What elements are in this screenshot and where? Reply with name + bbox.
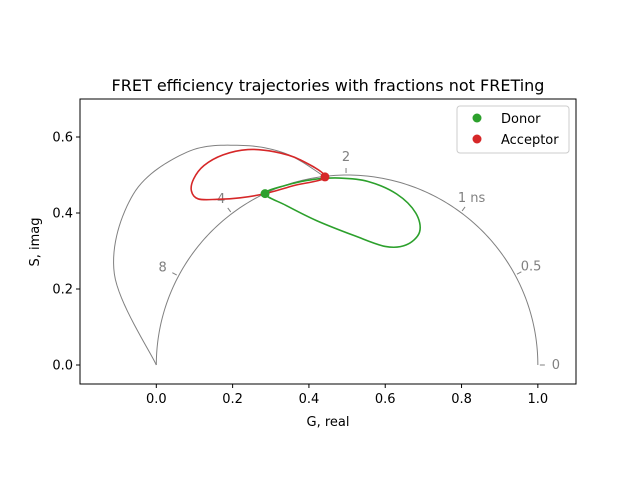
y-tick-label: 0.2 [52, 283, 73, 298]
marker-donor [261, 189, 270, 198]
legend: Donor Acceptor [457, 106, 569, 153]
lifetime-label-2: 2 [342, 150, 350, 165]
y-axis-label: S, imag [28, 217, 43, 266]
x-tick-label: 0.0 [146, 392, 167, 407]
lifetime-tick-8 [172, 273, 176, 275]
legend-marker-acceptor [473, 135, 482, 144]
legend-label-donor: Donor [501, 112, 541, 127]
lifetime-label-8: 8 [158, 261, 166, 276]
lifetime-label-0.5: 0.5 [521, 260, 542, 275]
y-tick-label: 0.6 [52, 131, 73, 146]
trajectory-donor [265, 178, 420, 247]
lifetime-tick-4 [228, 208, 231, 212]
y-axis-ticks: 0.0 0.2 0.4 0.6 [52, 131, 80, 374]
x-tick-label: 0.8 [451, 392, 472, 407]
x-tick-label: 1.0 [528, 392, 549, 407]
x-axis-label: G, real [307, 415, 350, 430]
trajectory-acceptor [191, 149, 325, 199]
x-tick-label: 0.4 [299, 392, 320, 407]
y-tick-label: 0.0 [52, 359, 73, 374]
lifetime-tick-1 [462, 207, 465, 211]
y-tick-label: 0.4 [52, 207, 73, 222]
x-axis-ticks: 0.0 0.2 0.4 0.6 0.8 1.0 [146, 384, 548, 407]
x-tick-label: 0.2 [222, 392, 243, 407]
lifetime-label-1: 1 ns [458, 191, 486, 206]
chart-title: FRET efficiency trajectories with fracti… [112, 76, 545, 95]
legend-marker-donor [473, 114, 482, 123]
fret-efficiency-reference-curve [114, 145, 325, 365]
marker-acceptor [320, 172, 329, 181]
legend-label-acceptor: Acceptor [501, 133, 559, 148]
lifetime-label-0: 0 [552, 358, 560, 373]
x-tick-label: 0.6 [375, 392, 396, 407]
